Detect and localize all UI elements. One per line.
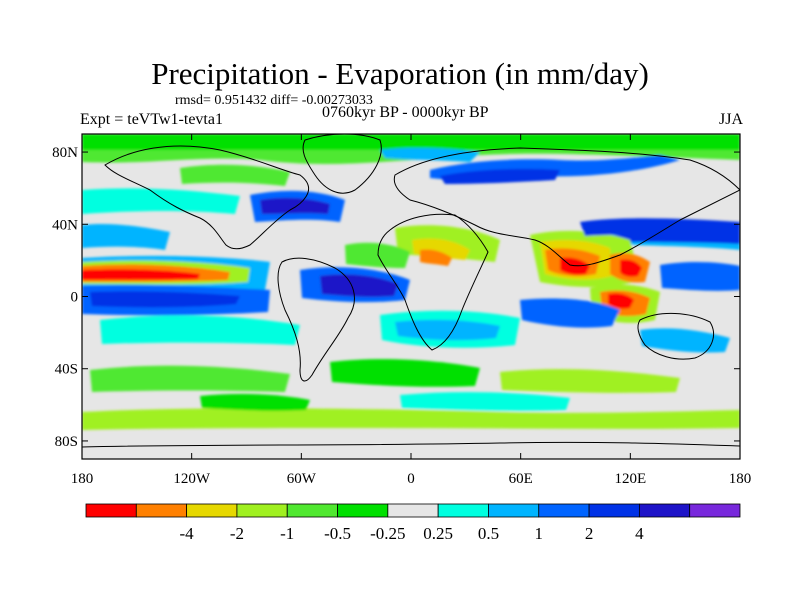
colorbar-swatch (689, 503, 741, 518)
field-region (82, 223, 170, 250)
field-region (520, 298, 620, 328)
outline-africa (377, 213, 489, 351)
lat-tick-label: 80S (55, 434, 78, 450)
field-region (580, 218, 740, 236)
colorbar-swatch (186, 503, 238, 518)
field-region (395, 319, 500, 341)
field-layer (82, 134, 740, 459)
colorbar-label: -4 (180, 524, 195, 543)
field-region (440, 168, 560, 184)
field-region (620, 259, 642, 277)
field-region (90, 365, 290, 392)
outline-australia (637, 312, 714, 360)
field-region (260, 197, 330, 214)
field-region (345, 242, 410, 268)
lat-tick-label: 80N (52, 145, 78, 161)
lon-tick-label: 60E (509, 471, 533, 487)
field-region (660, 262, 740, 291)
colorbar-swatch (387, 503, 439, 518)
colorbar-swatch (85, 503, 137, 518)
outline-north-america (104, 145, 309, 250)
season-label: JJA (718, 111, 743, 128)
colorbar-label: 0.5 (478, 524, 499, 543)
colorbar-swatch (337, 503, 389, 518)
field-region (82, 408, 740, 430)
coastlines (82, 134, 740, 448)
colorbar-swatch (135, 503, 188, 518)
field-region (330, 359, 480, 387)
outline-eurasia (393, 147, 740, 267)
colorbar-swatch (236, 503, 288, 518)
colorbar-swatch (286, 503, 338, 518)
lon-tick-label: 0 (407, 471, 415, 487)
field-region (610, 232, 740, 244)
period-label: 0760kyr BP - 0000kyr BP (322, 104, 489, 121)
colorbar-label: 0.25 (423, 524, 453, 543)
lon-tick-label: 180 (729, 471, 752, 487)
field-region (200, 393, 310, 411)
field-region (640, 328, 730, 353)
rmsd-diff-stats: rmsd= 0.951432 diff= -0.00273033 (175, 93, 373, 108)
colorbar-label: -0.5 (324, 524, 351, 543)
field-region (82, 188, 240, 214)
field-region (380, 147, 480, 162)
colorbar-label: -1 (280, 524, 294, 543)
lat-tick-label: 40S (55, 362, 78, 378)
lon-tick-label: 180 (71, 471, 94, 487)
field-region (320, 274, 398, 297)
latitude-axis: 80N 40N 0 40S 80S (52, 145, 740, 450)
lat-tick-label: 40N (52, 217, 78, 233)
field-region (500, 369, 680, 393)
colorbar-swatch (538, 503, 590, 518)
outline-antarctica (82, 441, 740, 448)
longitude-axis: 180 120W 60W 0 60E 120E 180 (71, 134, 752, 487)
colorbar-swatch (488, 503, 540, 518)
colorbar-swatch (638, 503, 691, 518)
colorbar-swatch (588, 503, 640, 518)
colorbar-label: 2 (585, 524, 594, 543)
experiment-label: Expt = teVTw1-tevta1 (80, 111, 223, 128)
colorbar-label: -2 (230, 524, 244, 543)
field-region (82, 269, 200, 280)
colorbar-label: -0.25 (370, 524, 405, 543)
lon-tick-label: 120W (173, 471, 211, 487)
field-region (608, 293, 634, 309)
colorbar-label: 4 (635, 524, 644, 543)
colorbar-swatch (437, 503, 489, 518)
colorbar-label: 1 (535, 524, 544, 543)
page-title: Precipitation - Evaporation (in mm/day) (151, 56, 649, 91)
field-region (420, 249, 452, 266)
colorbar: -4 -2 -1 -0.5 -0.25 0.25 0.5 1 2 4 (85, 503, 741, 543)
field-region (100, 315, 300, 345)
field-region (180, 164, 290, 186)
lon-tick-label: 120E (614, 471, 646, 487)
field-region (82, 134, 740, 150)
outline-south-america (277, 257, 355, 382)
field-region (400, 392, 570, 411)
lon-tick-label: 60W (287, 471, 317, 487)
lat-tick-label: 0 (71, 290, 79, 306)
field-region (90, 291, 240, 308)
